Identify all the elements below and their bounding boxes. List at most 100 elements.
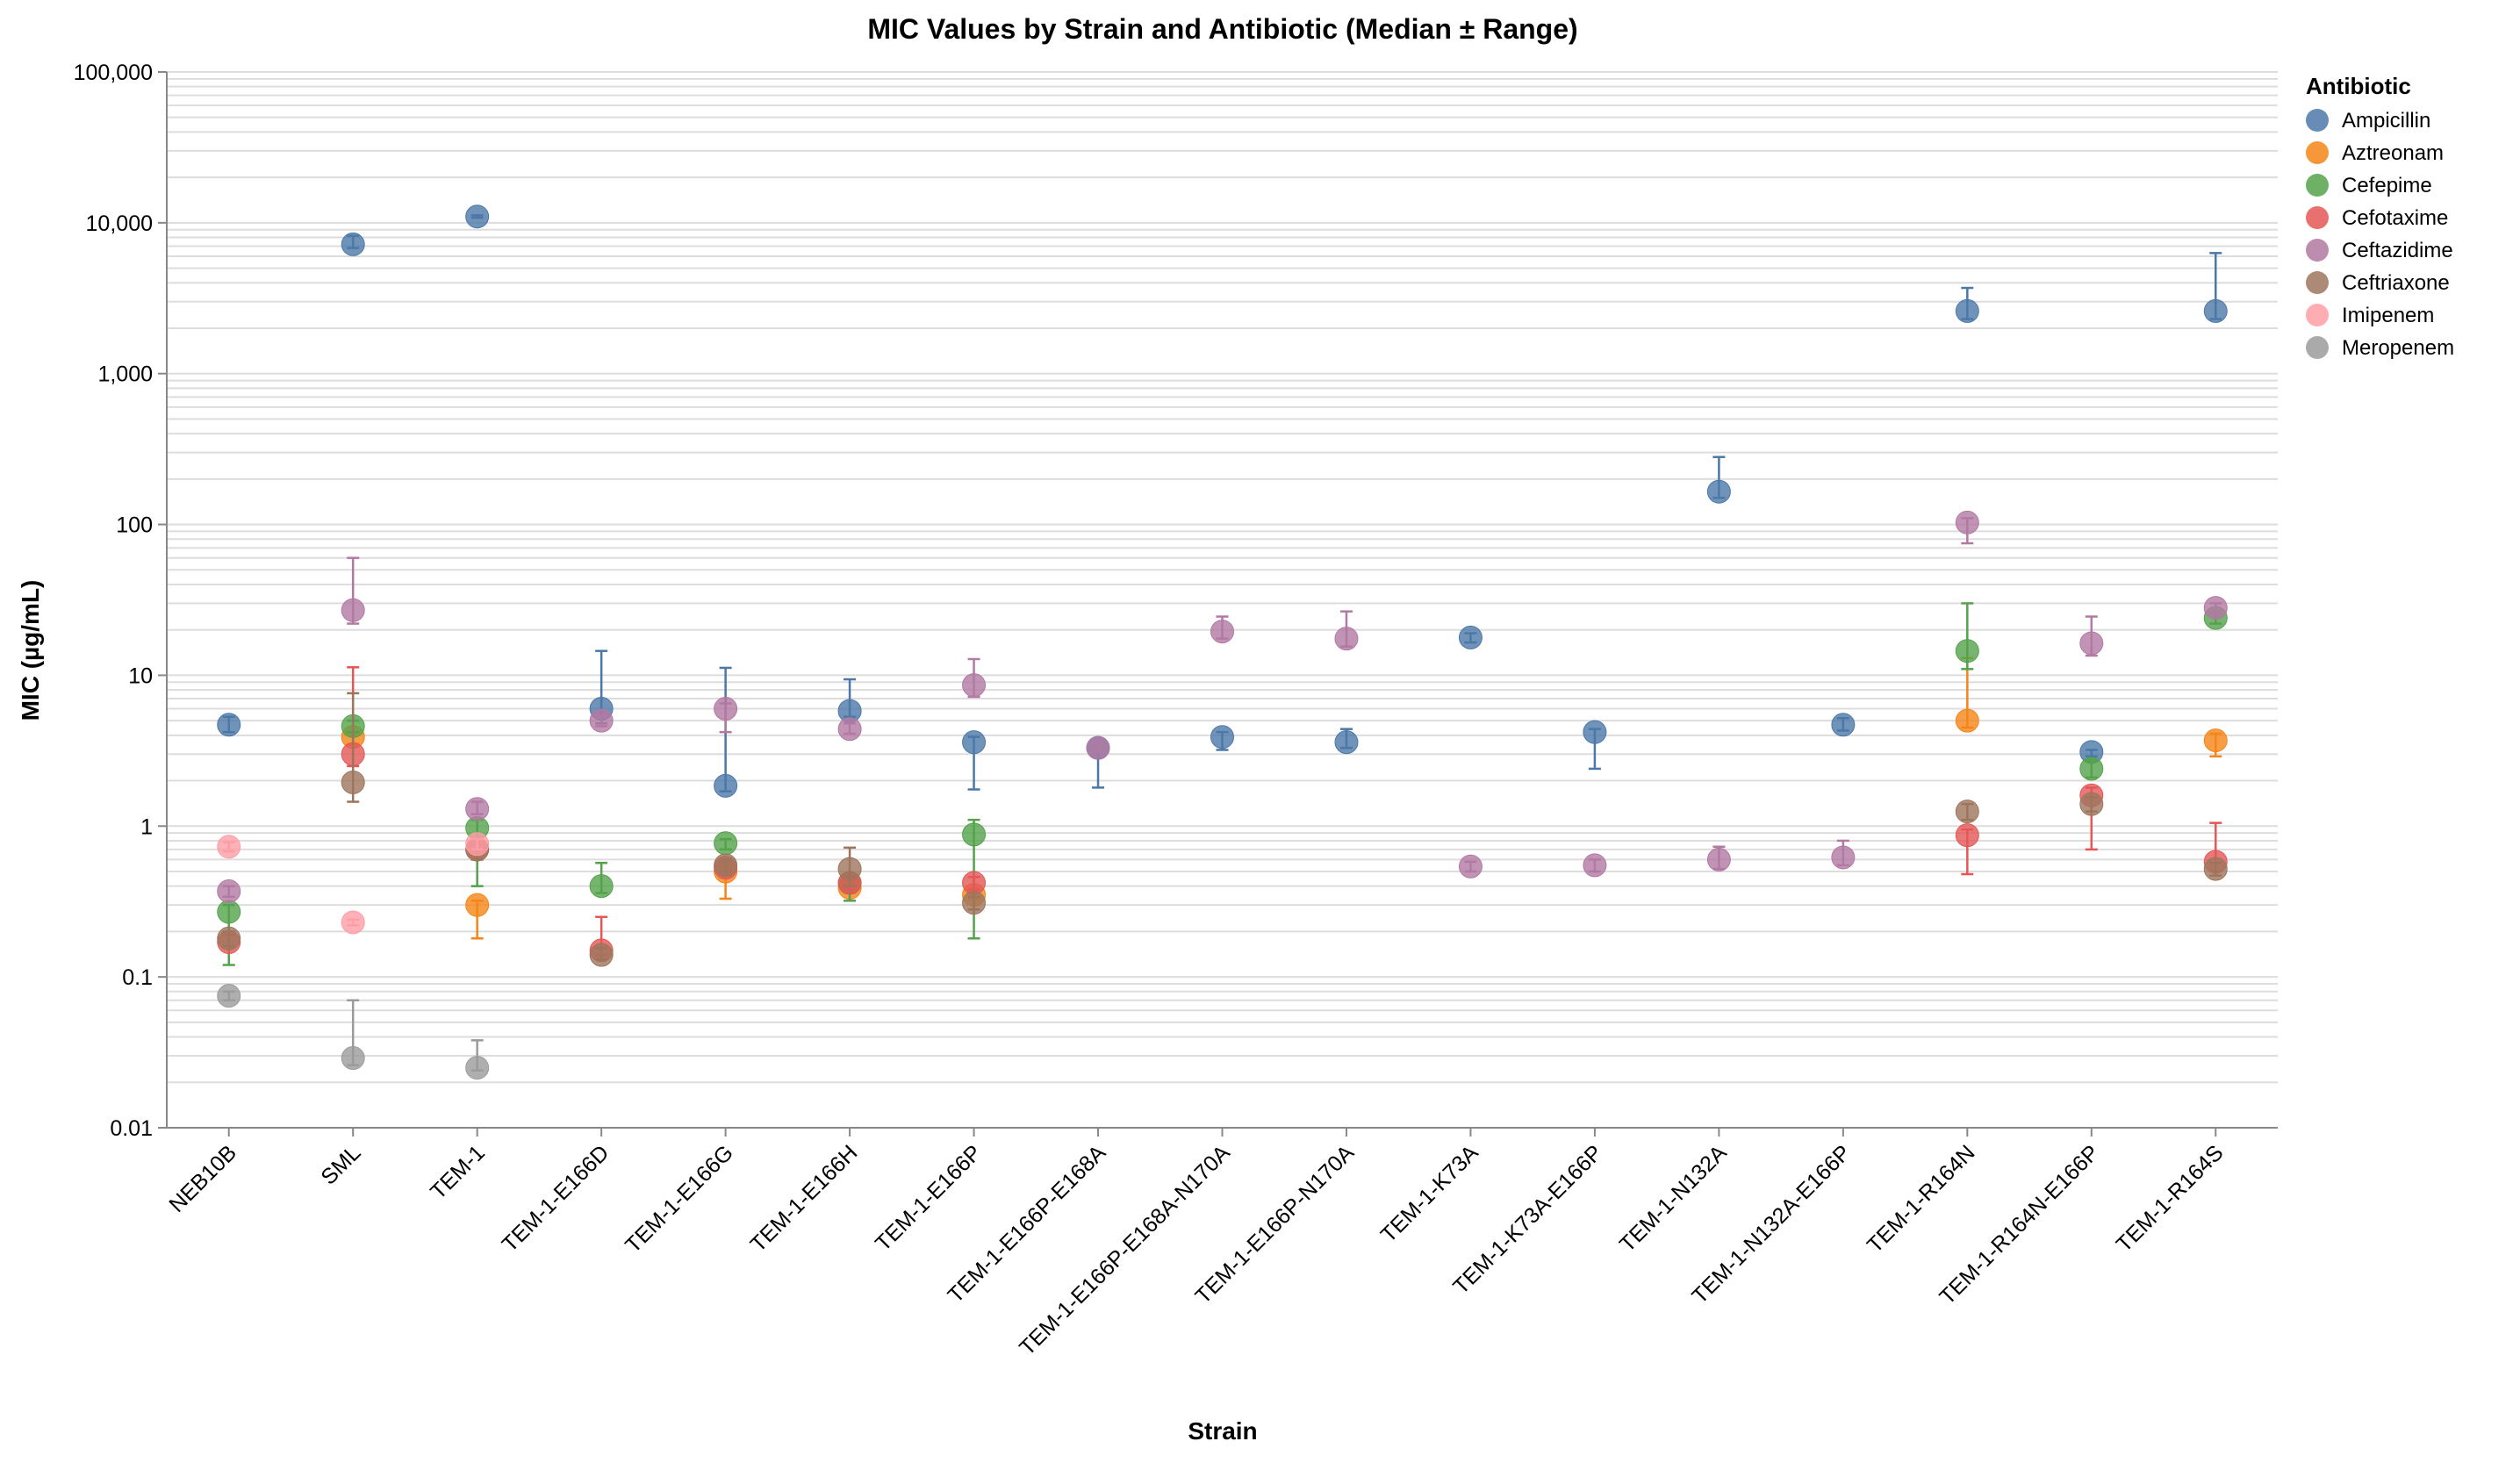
legend-label: Ceftazidime bbox=[2342, 239, 2453, 262]
data-point bbox=[1334, 730, 1359, 755]
legend-swatch bbox=[2306, 174, 2329, 197]
legend-item: Cefotaxime bbox=[2306, 206, 2448, 230]
x-tick-label: TEM-1-K73A bbox=[1376, 1140, 1483, 1247]
y-tick-label: 1,000 bbox=[97, 362, 153, 387]
data-point bbox=[1458, 854, 1483, 879]
data-point bbox=[1955, 823, 1979, 848]
x-tick-label: NEB10B bbox=[164, 1140, 241, 1217]
data-point bbox=[465, 797, 490, 821]
data-point bbox=[341, 770, 365, 794]
data-point bbox=[2203, 298, 2228, 323]
data-point bbox=[714, 697, 738, 721]
data-point bbox=[1086, 735, 1110, 760]
data-point bbox=[962, 871, 987, 895]
legend: Antibiotic Ampicillin Aztreonam Cefepime Ce… bbox=[2306, 73, 2454, 360]
x-tick-label: TEM-1-E166P-E168A-N170A bbox=[1015, 1140, 1235, 1360]
data-point bbox=[1955, 510, 1979, 534]
data-point bbox=[1210, 725, 1234, 749]
data-point bbox=[217, 900, 241, 924]
x-tick-label: TEM-1-R164S bbox=[2112, 1140, 2229, 1257]
data-point bbox=[1458, 625, 1483, 649]
data-point bbox=[465, 204, 490, 229]
x-tick-label: TEM-1-R164N bbox=[1863, 1140, 1980, 1258]
data-point bbox=[714, 831, 738, 856]
series-cefepime bbox=[217, 602, 2228, 966]
data-point bbox=[962, 730, 987, 755]
chart-title: MIC Values by Strain and Antibiotic (Med… bbox=[867, 13, 1577, 45]
series-meropenem bbox=[217, 984, 490, 1080]
y-tick-label: 10,000 bbox=[86, 212, 153, 236]
data-point bbox=[2203, 857, 2228, 881]
data-point bbox=[217, 713, 241, 737]
legend-label: Imipenem bbox=[2342, 304, 2434, 327]
data-point bbox=[1955, 298, 1979, 323]
x-tick-label: TEM-1-E166H bbox=[746, 1140, 863, 1257]
legend-label: Ampicillin bbox=[2342, 109, 2430, 133]
series-ceftazidime bbox=[217, 510, 2228, 903]
data-point bbox=[217, 926, 241, 950]
series-aztreonam bbox=[341, 656, 2228, 940]
data-point bbox=[341, 910, 365, 935]
series-cefotaxime bbox=[217, 666, 2228, 963]
y-tick-label: 100,000 bbox=[74, 61, 153, 85]
legend-swatch bbox=[2306, 271, 2329, 294]
legend-swatch bbox=[2306, 109, 2329, 132]
data-point bbox=[962, 673, 987, 698]
data-point bbox=[962, 822, 987, 847]
data-point bbox=[2079, 792, 2104, 816]
legend-label: Cefepime bbox=[2342, 174, 2432, 197]
data-point bbox=[1583, 720, 1607, 744]
legend-item: Ampicillin bbox=[2306, 109, 2430, 133]
data-point bbox=[837, 717, 862, 742]
data-point bbox=[2203, 596, 2228, 620]
data-point bbox=[589, 874, 614, 899]
legend-label: Ceftriaxone bbox=[2342, 271, 2450, 295]
legend-label: Aztreonam bbox=[2342, 141, 2444, 165]
x-tick-label: TEM-1 bbox=[426, 1140, 490, 1204]
data-point bbox=[217, 879, 241, 903]
data-point bbox=[1706, 847, 1731, 871]
marks-layer bbox=[217, 204, 2228, 1080]
data-point bbox=[465, 832, 490, 857]
x-tick-label: TEM-1-E166G bbox=[621, 1140, 738, 1258]
data-point bbox=[1583, 853, 1607, 878]
y-tick-label: 100 bbox=[116, 513, 153, 538]
data-point bbox=[2079, 631, 2104, 656]
x-tick-label: TEM-1-N132A bbox=[1615, 1140, 1732, 1257]
data-point bbox=[589, 708, 614, 733]
data-point bbox=[714, 773, 738, 798]
legend-item: Cefepime bbox=[2306, 174, 2432, 197]
legend-title: Antibiotic bbox=[2306, 73, 2411, 99]
data-point bbox=[1955, 800, 1979, 824]
legend-label: Cefotaxime bbox=[2342, 206, 2448, 230]
series-ampicillin bbox=[217, 204, 2228, 798]
x-tick-label: SML bbox=[316, 1140, 365, 1189]
y-tick-label: 1 bbox=[140, 814, 153, 839]
data-point bbox=[1831, 713, 1856, 737]
data-point bbox=[1334, 627, 1359, 651]
data-point bbox=[217, 984, 241, 1008]
legend-item: Meropenem bbox=[2306, 336, 2454, 360]
data-point bbox=[1955, 639, 1979, 663]
y-tick-label: 0.01 bbox=[110, 1116, 153, 1141]
data-point bbox=[2079, 757, 2104, 781]
x-axis-title: Strain bbox=[1188, 1417, 1257, 1445]
x-tick-label: TEM-1-E166P bbox=[871, 1140, 987, 1256]
legend-item: Aztreonam bbox=[2306, 141, 2444, 165]
legend-swatch bbox=[2306, 304, 2329, 326]
y-tick-label: 10 bbox=[128, 663, 153, 688]
series-imipenem bbox=[217, 832, 490, 935]
legend-item: Ceftriaxone bbox=[2306, 271, 2450, 295]
y-axis-title: MIC (µg/mL) bbox=[17, 580, 44, 721]
legend-item: Imipenem bbox=[2306, 304, 2434, 327]
data-point bbox=[837, 857, 862, 881]
data-point bbox=[962, 891, 987, 915]
data-point bbox=[714, 853, 738, 878]
legend-swatch bbox=[2306, 141, 2329, 164]
data-point bbox=[341, 1046, 365, 1071]
data-point bbox=[1210, 620, 1234, 644]
legend-swatch bbox=[2306, 239, 2329, 262]
data-point bbox=[1706, 479, 1731, 504]
